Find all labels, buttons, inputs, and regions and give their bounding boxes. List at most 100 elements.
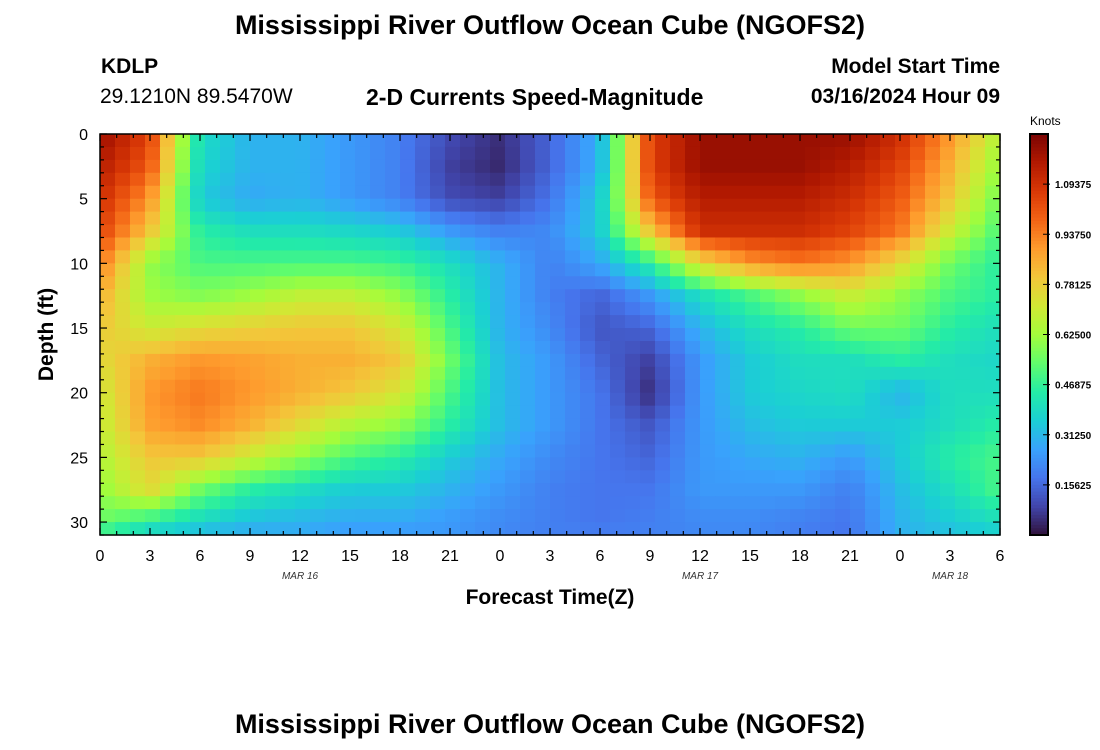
heatmap-cell bbox=[790, 522, 806, 536]
heatmap-cell bbox=[490, 198, 506, 213]
heatmap-cell bbox=[505, 263, 521, 277]
heatmap-cell bbox=[865, 146, 881, 161]
heatmap-cell bbox=[490, 392, 506, 407]
heatmap-cell bbox=[940, 444, 956, 458]
heatmap-cell bbox=[715, 405, 731, 420]
heatmap-cell bbox=[295, 263, 311, 277]
heatmap-cell bbox=[715, 134, 731, 148]
heatmap-cell bbox=[340, 470, 356, 484]
heatmap-cell bbox=[895, 146, 911, 161]
heatmap-cell bbox=[295, 444, 311, 458]
colorbar-swatch bbox=[1030, 344, 1048, 349]
heatmap-cell bbox=[325, 276, 341, 290]
heatmap-cell bbox=[460, 328, 476, 342]
colorbar-swatch bbox=[1030, 160, 1048, 165]
heatmap-cell bbox=[100, 340, 116, 355]
heatmap-cell bbox=[295, 405, 311, 420]
heatmap-cell bbox=[565, 211, 581, 226]
heatmap-cell bbox=[850, 250, 866, 264]
heatmap-cell bbox=[115, 418, 131, 433]
heatmap-cell bbox=[565, 340, 581, 355]
colorbar-swatch bbox=[1030, 220, 1048, 225]
colorbar-swatch bbox=[1030, 414, 1048, 419]
heatmap-cell bbox=[970, 418, 986, 433]
heatmap-cell bbox=[145, 263, 161, 277]
heatmap-cell bbox=[955, 302, 971, 316]
heatmap-cell bbox=[565, 315, 581, 329]
heatmap-cell bbox=[730, 418, 746, 433]
heatmap-cell bbox=[910, 496, 926, 510]
heatmap-cell bbox=[730, 366, 746, 381]
heatmap-cell bbox=[970, 250, 986, 264]
heatmap-cell bbox=[640, 134, 656, 148]
heatmap-cell bbox=[835, 146, 851, 161]
heatmap-cell bbox=[625, 392, 641, 407]
heatmap-cell bbox=[310, 509, 326, 523]
heatmap-cell bbox=[460, 483, 476, 497]
x-tick-label: 21 bbox=[441, 548, 459, 565]
heatmap-cell bbox=[280, 250, 296, 264]
heatmap-cell bbox=[175, 418, 191, 433]
heatmap-cell bbox=[655, 198, 671, 213]
heatmap-cell bbox=[505, 444, 521, 458]
heatmap-cell bbox=[415, 379, 431, 394]
heatmap-cell bbox=[790, 509, 806, 523]
heatmap-cell bbox=[550, 146, 566, 161]
heatmap-cell bbox=[700, 496, 716, 510]
heatmap-cell bbox=[880, 250, 896, 264]
heatmap-cell bbox=[220, 444, 236, 458]
heatmap-cell bbox=[385, 431, 401, 446]
heatmap-cell bbox=[655, 172, 671, 187]
heatmap-cell bbox=[175, 146, 191, 161]
heatmap-cell bbox=[880, 134, 896, 148]
heatmap-cell bbox=[940, 340, 956, 355]
heatmap-cell bbox=[550, 185, 566, 200]
heatmap-cell bbox=[385, 418, 401, 433]
heatmap-cell bbox=[565, 392, 581, 407]
heatmap-cell bbox=[535, 211, 551, 226]
colorbar-swatch bbox=[1030, 207, 1048, 212]
heatmap-cell bbox=[640, 405, 656, 420]
heatmap-cell bbox=[265, 379, 281, 394]
heatmap-cell bbox=[115, 509, 131, 523]
x-tick-label: 21 bbox=[841, 548, 859, 565]
heatmap-cell bbox=[280, 366, 296, 381]
heatmap-cell bbox=[535, 483, 551, 497]
heatmap-cell bbox=[205, 276, 221, 290]
heatmap-cell bbox=[505, 405, 521, 420]
heatmap-cell bbox=[235, 198, 251, 213]
heatmap-cell bbox=[925, 353, 941, 368]
heatmap-cell bbox=[805, 392, 821, 407]
heatmap-cell bbox=[610, 198, 626, 213]
heatmap-cell bbox=[655, 211, 671, 226]
heatmap-cell bbox=[715, 379, 731, 394]
colorbar-swatch bbox=[1030, 277, 1048, 282]
heatmap-cell bbox=[220, 328, 236, 342]
heatmap-cell bbox=[925, 198, 941, 213]
heatmap-cell bbox=[190, 522, 206, 536]
heatmap-cell bbox=[880, 418, 896, 433]
heatmap-cell bbox=[835, 315, 851, 329]
heatmap-cell bbox=[535, 315, 551, 329]
heatmap-cell bbox=[475, 496, 491, 510]
heatmap-cell bbox=[175, 211, 191, 226]
heatmap-cell bbox=[205, 509, 221, 523]
heatmap-cell bbox=[145, 185, 161, 200]
heatmap-cell bbox=[595, 289, 611, 303]
heatmap-cell bbox=[745, 470, 761, 484]
heatmap-cell bbox=[865, 315, 881, 329]
heatmap-cell bbox=[940, 237, 956, 252]
heatmap-cell bbox=[940, 431, 956, 446]
heatmap-cell bbox=[385, 302, 401, 316]
heatmap-cell bbox=[310, 418, 326, 433]
heatmap-cell bbox=[940, 276, 956, 290]
heatmap-cell bbox=[790, 198, 806, 213]
heatmap-cell bbox=[580, 470, 596, 484]
heatmap-cell bbox=[595, 263, 611, 277]
heatmap-cell bbox=[310, 159, 326, 174]
heatmap-cell bbox=[625, 185, 641, 200]
heatmap-cell bbox=[325, 444, 341, 458]
heatmap-cell bbox=[370, 431, 386, 446]
heatmap-cell bbox=[625, 405, 641, 420]
station-id: KDLP bbox=[101, 55, 159, 78]
